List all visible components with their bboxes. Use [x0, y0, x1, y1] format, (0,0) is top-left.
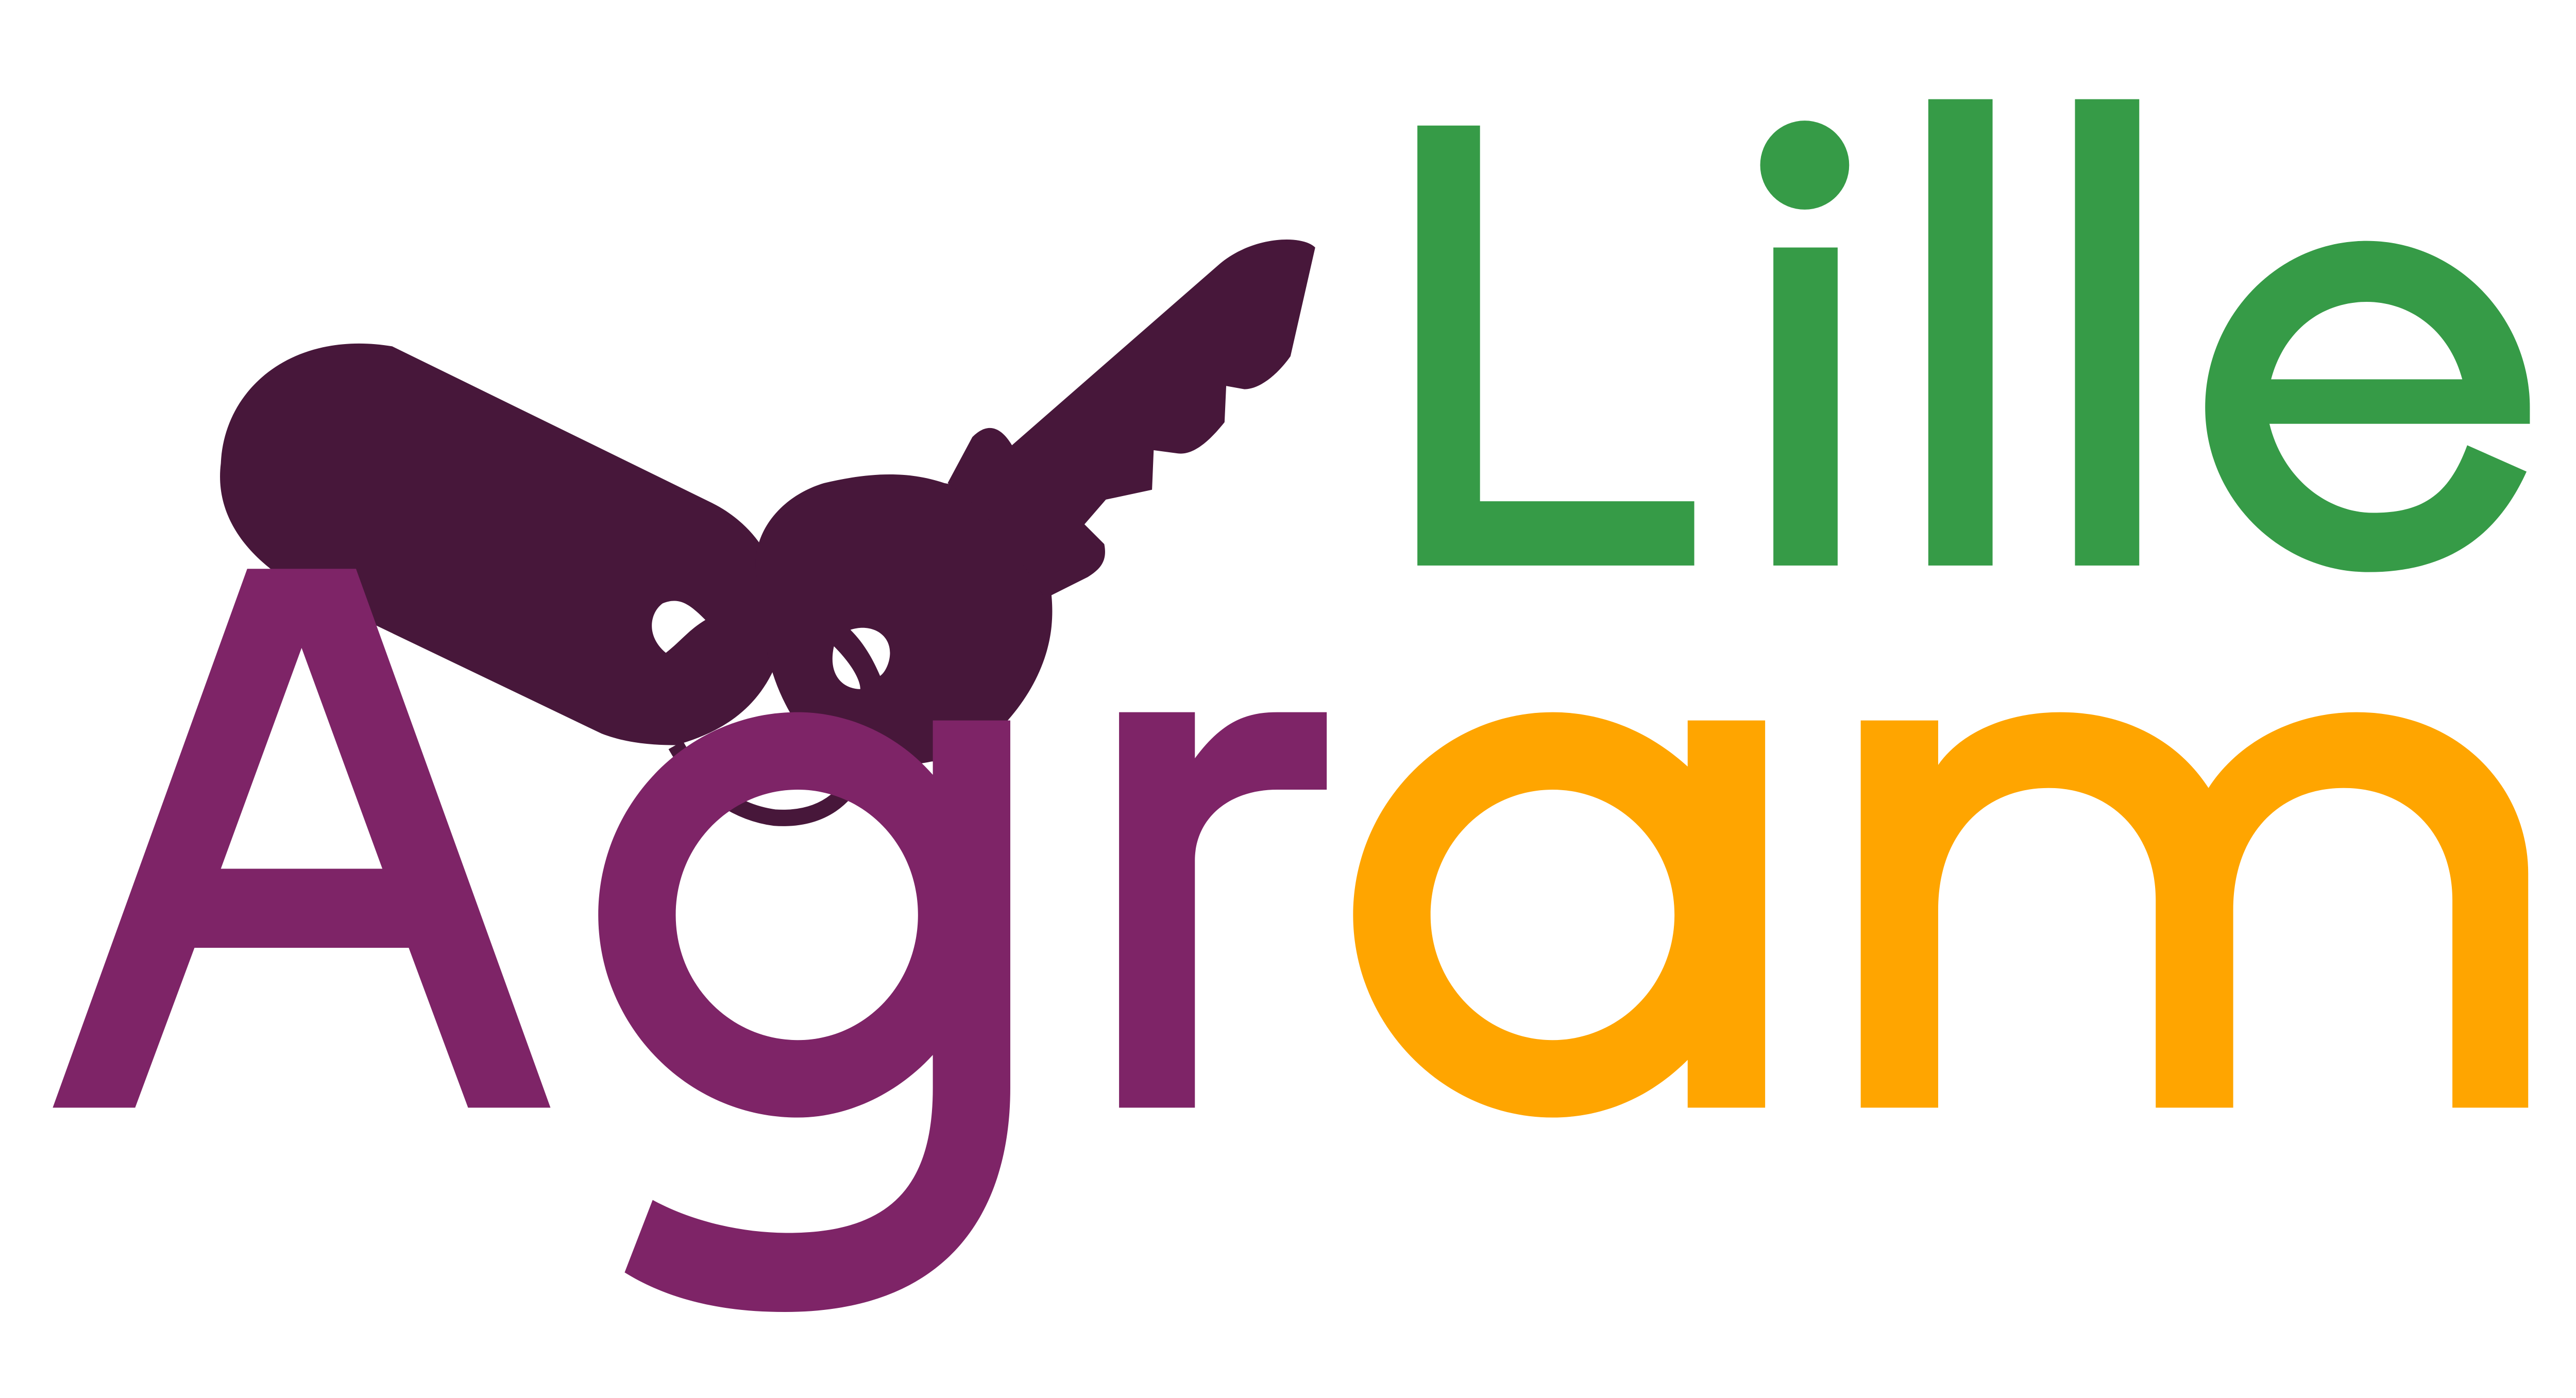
logo-letter-g: [598, 712, 1010, 1312]
logo-letter-i: [1773, 247, 1838, 566]
logo-letter-L: [1417, 125, 1694, 566]
key-tag: [220, 343, 784, 745]
logo-letter-l1: [1928, 99, 1993, 566]
logo-letter-r: [1119, 712, 1327, 1108]
key-tag-hole: [652, 601, 706, 653]
logo-letter-i-dot: [1760, 121, 1850, 210]
key-bow-hole: [832, 627, 890, 689]
logo-letter-a: [1353, 712, 1766, 1118]
key-shaft: [947, 240, 1315, 599]
logo-word-agram-orange: [1353, 712, 2529, 1118]
key-bow: [755, 474, 1053, 766]
logo-word-agram-purple: [53, 569, 1327, 1312]
logo-letter-A: [53, 569, 551, 1108]
key-fob-icon: [220, 240, 1315, 826]
logo-letter-e: [2205, 241, 2530, 572]
logo-letter-l2: [2075, 99, 2140, 566]
logo-word-lille: [1417, 99, 2530, 572]
logo-letter-m: [1860, 712, 2529, 1108]
